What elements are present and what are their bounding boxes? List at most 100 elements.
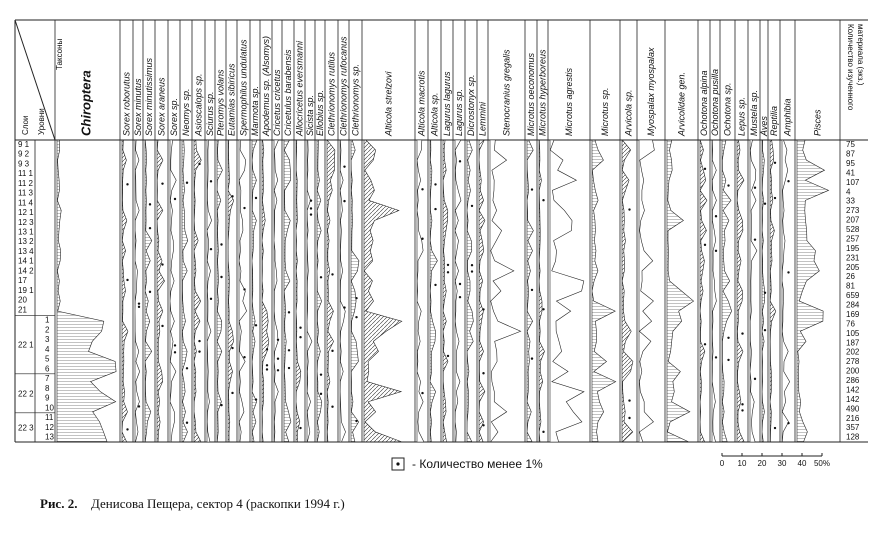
taxon-label: Cricetus cricetus <box>272 69 282 136</box>
rare-dot <box>137 305 141 309</box>
taxon-curve <box>156 139 165 443</box>
rare-dot <box>309 213 313 216</box>
rare-dot <box>727 336 730 339</box>
taxon-label: Apodemus sp. (Alsomys) <box>261 36 271 137</box>
rare-dot <box>741 332 744 335</box>
taxon-curve <box>350 139 360 443</box>
taxon-curve <box>489 139 522 443</box>
taxon-curve <box>638 139 655 443</box>
rare-dot <box>343 306 346 309</box>
rare-dot <box>542 308 545 311</box>
rare-dot <box>185 367 189 370</box>
level-label: 12 <box>45 423 54 432</box>
rare-dot <box>482 372 485 375</box>
count-label: 107 <box>846 178 860 187</box>
taxon-label: Clethrionomys rufocanus <box>339 36 349 136</box>
taxon-curve <box>306 139 313 443</box>
taxon-curve <box>442 139 449 443</box>
layer-label: 22 3 <box>18 423 34 432</box>
rare-dot <box>209 297 213 301</box>
taxon-label: Spermophilus undulatus <box>239 39 249 136</box>
taxon-curve <box>227 139 234 443</box>
count-label: 4 <box>846 187 851 196</box>
taxon-label: Microtus agrestis <box>564 67 574 136</box>
taxon-curve <box>621 139 634 443</box>
count-label: 87 <box>846 150 855 159</box>
count-label: 75 <box>846 140 855 149</box>
taxon-label: Ochotona sp. <box>723 82 733 136</box>
rare-dot <box>753 186 757 189</box>
rare-dot <box>331 405 334 408</box>
scale-label: 10 <box>738 459 747 468</box>
rare-dot <box>446 263 450 267</box>
rare-dot <box>148 226 152 230</box>
layer-label: 13 2 <box>18 237 34 246</box>
scale-label: 50% <box>814 459 830 468</box>
layer-label: 22 2 <box>18 389 34 398</box>
taxon-label: Amphibia <box>783 98 793 137</box>
taxon-label: Alticola macrotis <box>417 70 427 137</box>
rare-dot <box>319 276 323 279</box>
taxon-curve <box>206 139 212 443</box>
count-label: 105 <box>846 329 860 338</box>
rare-dot <box>137 405 141 408</box>
taxon-curve <box>736 139 745 443</box>
count-label: 195 <box>846 244 860 253</box>
rare-dot <box>287 311 291 314</box>
rare-dot <box>763 202 767 205</box>
rare-dot <box>243 288 246 291</box>
rare-dot <box>482 424 485 427</box>
level-label: 1 <box>45 316 50 325</box>
taxon-label: Stenocranius gregalis <box>502 49 512 136</box>
taxon-label: Arvicola sp. <box>624 89 634 137</box>
rare-dot <box>355 296 358 300</box>
rare-dot <box>530 357 534 360</box>
taxon-label: Sciurus sp. <box>205 91 215 136</box>
count-label: 33 <box>846 197 855 206</box>
count-label: 169 <box>846 310 860 319</box>
level-label: 2 <box>45 325 50 334</box>
rare-dot <box>231 391 234 395</box>
taxon-label: Alticola strelzovi <box>384 70 394 137</box>
rare-dot <box>763 291 767 295</box>
count-label: 231 <box>846 253 860 262</box>
rare-dot <box>421 391 424 395</box>
count-label: 26 <box>846 272 855 281</box>
rare-dot <box>220 275 223 279</box>
rare-dot <box>254 324 258 327</box>
taxon-label: Sorex minutissimus <box>144 57 154 136</box>
rare-dot <box>254 398 258 401</box>
rare-dot <box>276 369 280 372</box>
level-label: 11 <box>45 413 54 422</box>
taxon-curve <box>134 139 140 443</box>
rare-dot <box>137 302 141 305</box>
layer-label: 21 <box>18 305 27 314</box>
rare-dot <box>331 273 334 276</box>
layer-label: 14 1 <box>18 257 34 266</box>
rare-dot <box>265 364 269 367</box>
count-label: 142 <box>846 385 860 394</box>
taxon-label: Asioscalops sp. <box>194 73 204 137</box>
rare-dot <box>787 271 790 274</box>
taxon-label: Chiroptera <box>79 70 94 136</box>
rare-dot <box>741 409 744 412</box>
rare-dot <box>161 182 164 185</box>
rare-dot <box>173 351 177 354</box>
layer-label: 17 <box>18 276 27 285</box>
rare-dot <box>458 160 462 163</box>
taxon-label: Ellobius sp. <box>315 90 325 136</box>
material-label: материала (экз.) <box>856 24 865 86</box>
taxon-curve <box>416 139 425 443</box>
rare-dot <box>434 183 437 186</box>
scale-label: 30 <box>778 459 787 468</box>
rare-dot <box>299 336 302 339</box>
taxon-curve <box>283 139 292 443</box>
taxon-curve <box>339 139 346 443</box>
count-label: 273 <box>846 206 860 215</box>
rare-dot <box>198 339 201 343</box>
count-label: 207 <box>846 216 860 225</box>
count-label: 286 <box>846 376 860 385</box>
taxon-label: Dicrostonyx sp. <box>466 74 476 136</box>
rare-dot <box>714 215 718 218</box>
rare-dot <box>209 180 213 183</box>
